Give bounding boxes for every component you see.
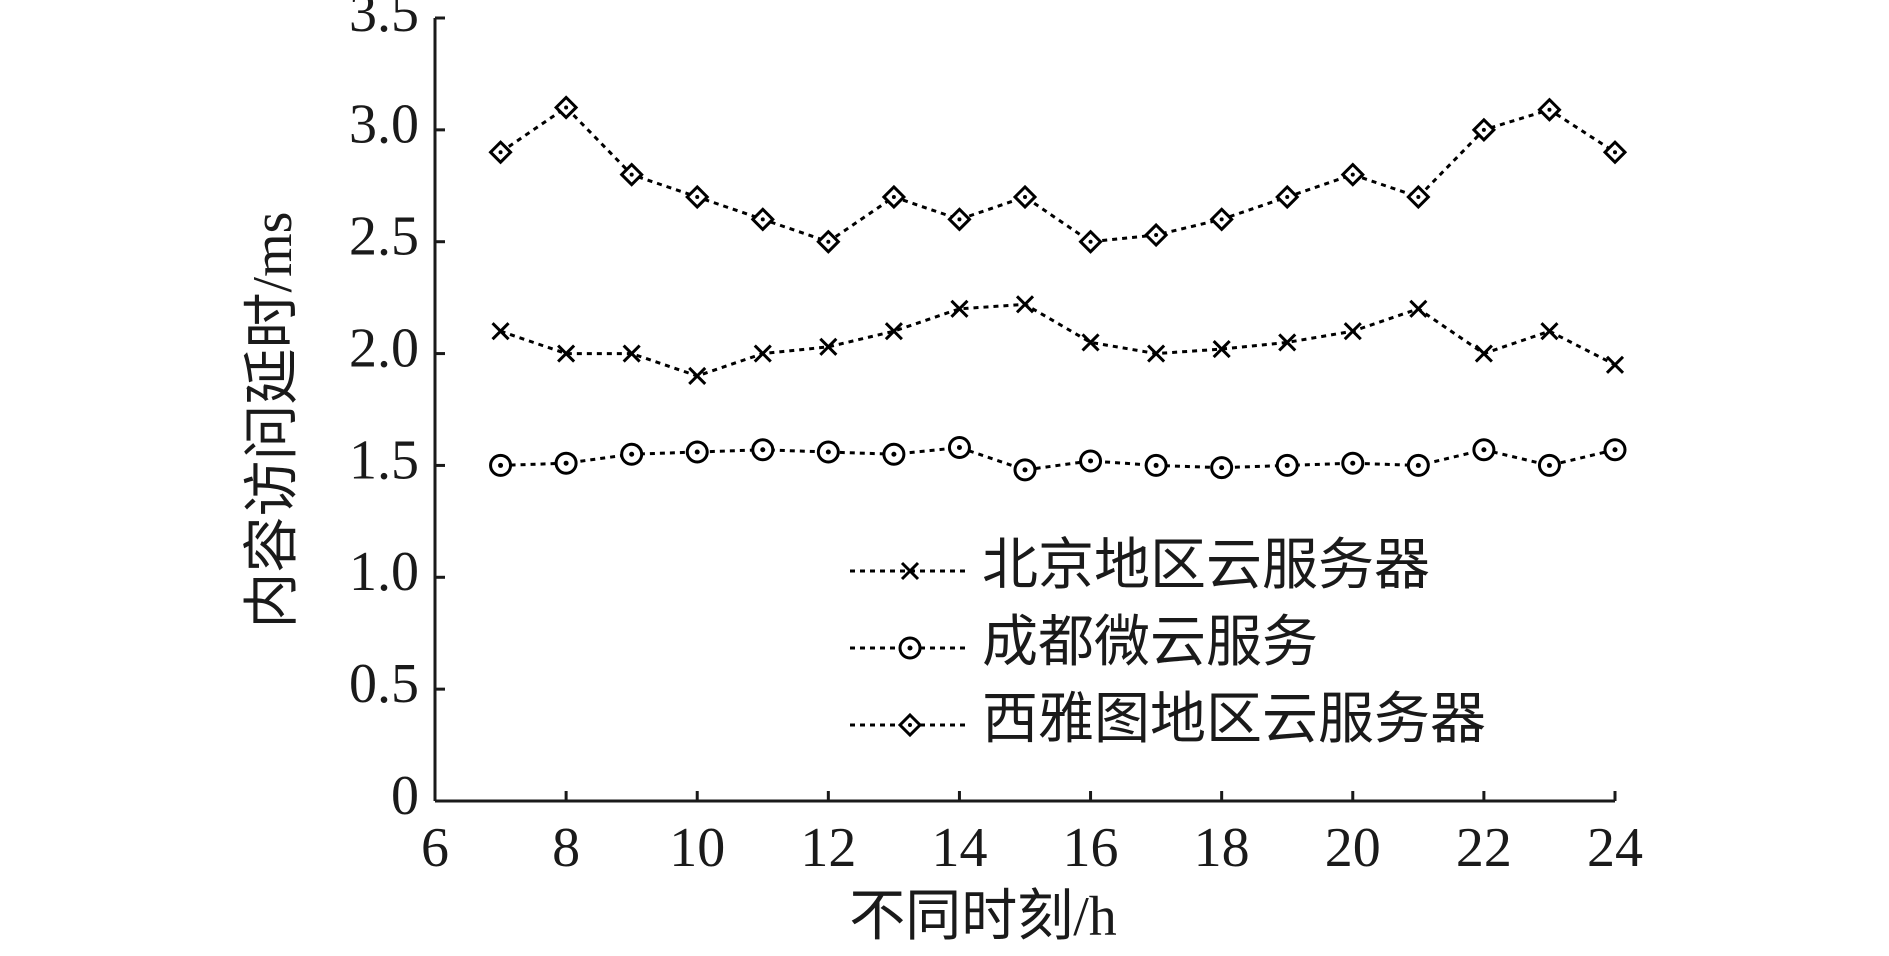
y-tick-label: 0 — [391, 765, 419, 827]
marker-dot — [825, 449, 831, 455]
marker-dot — [1023, 194, 1027, 199]
marker-dot — [1613, 150, 1617, 155]
marker — [753, 344, 772, 363]
marker-dot — [1350, 172, 1355, 177]
series-line — [500, 302, 1616, 378]
y-tick-label: 1.0 — [349, 541, 419, 603]
marker — [1605, 355, 1625, 374]
marker-dot — [891, 451, 897, 457]
x-tick-label: 18 — [1194, 817, 1250, 879]
marker-dot — [1154, 233, 1159, 238]
marker-dot — [1415, 462, 1421, 468]
legend-label: 北京地区云服务器 — [982, 535, 1430, 597]
marker-dot — [498, 150, 503, 155]
legend-label: 西雅图地区云服务器 — [982, 689, 1486, 751]
marker-dot — [1219, 465, 1225, 471]
marker-dot — [564, 105, 569, 110]
marker-dot — [956, 445, 962, 451]
marker-dot — [760, 447, 766, 453]
marker-dot — [1350, 460, 1356, 466]
x-tick-label: 8 — [552, 817, 580, 879]
marker-dot — [1547, 107, 1552, 112]
marker-dot — [498, 462, 504, 468]
marker — [688, 366, 707, 386]
marker-dot — [907, 645, 913, 651]
marker-dot — [1612, 447, 1618, 453]
marker — [900, 561, 920, 581]
marker-dot — [1481, 447, 1487, 453]
marker-dot — [1285, 194, 1290, 199]
marker — [1212, 340, 1231, 359]
marker — [950, 299, 969, 318]
marker — [1081, 333, 1100, 352]
x-tick-label: 6 — [421, 817, 449, 879]
marker-dot — [1153, 462, 1159, 468]
y-tick-label: 1.5 — [349, 429, 419, 491]
marker-dot — [629, 172, 634, 177]
marker-dot — [629, 451, 635, 457]
marker-dot — [1219, 217, 1224, 222]
marker — [819, 337, 838, 356]
marker — [1278, 333, 1297, 352]
marker-dot — [1481, 127, 1486, 132]
x-tick-label: 20 — [1325, 817, 1381, 879]
marker — [557, 344, 576, 363]
marker-dot — [1416, 194, 1421, 199]
x-tick-label: 12 — [800, 817, 856, 879]
marker-dot — [891, 194, 896, 199]
marker-dot — [908, 723, 912, 727]
y-tick-label: 3.5 — [349, 0, 419, 44]
y-tick-label: 2.0 — [349, 317, 419, 379]
legend-label: 成都微云服务 — [982, 612, 1318, 674]
marker — [1540, 322, 1559, 341]
x-axis-label: 不同时刻/h — [849, 886, 1117, 948]
marker — [884, 322, 903, 341]
marker — [1474, 344, 1493, 363]
x-tick-label: 10 — [669, 817, 725, 879]
marker-dot — [694, 449, 700, 455]
y-axis-label: 内容访问延时/ms — [242, 212, 304, 629]
x-tick-label: 22 — [1456, 817, 1512, 879]
marker-dot — [695, 194, 700, 199]
x-tick-label: 16 — [1063, 817, 1119, 879]
x-tick-label: 24 — [1587, 817, 1643, 879]
marker — [622, 344, 641, 363]
marker — [491, 322, 510, 341]
marker-dot — [563, 460, 569, 466]
marker-dot — [1088, 239, 1093, 244]
marker — [1147, 344, 1166, 363]
marker — [1409, 299, 1428, 318]
marker-dot — [957, 217, 962, 222]
marker-dot — [1546, 462, 1552, 468]
series-line — [500, 446, 1616, 472]
y-tick-label: 2.5 — [349, 206, 419, 268]
marker-dot — [1284, 462, 1290, 468]
y-tick-label: 3.0 — [349, 94, 419, 156]
marker — [1015, 295, 1035, 314]
marker-dot — [826, 239, 831, 244]
series-line — [499, 105, 1616, 244]
marker — [1343, 322, 1362, 341]
marker-dot — [1022, 467, 1028, 473]
y-tick-label: 0.5 — [349, 653, 419, 715]
x-tick-label: 14 — [931, 817, 987, 879]
marker-dot — [760, 217, 765, 222]
marker-dot — [1088, 458, 1094, 464]
